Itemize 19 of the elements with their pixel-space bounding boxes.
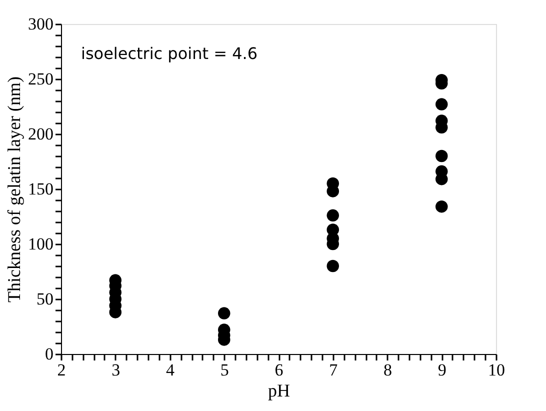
- x-tick-label: 6: [274, 360, 284, 380]
- x-tick-label: 10: [488, 360, 505, 380]
- x-axis-title: pH: [268, 380, 290, 400]
- y-tick-label: 50: [36, 290, 54, 308]
- x-tick-label: 3: [112, 360, 120, 380]
- y-tick-label: 200: [28, 124, 54, 144]
- x-tick-label: 9: [438, 360, 446, 380]
- annotation: isoelectric point = 4.6: [81, 44, 258, 63]
- x-tick-label: 8: [384, 360, 392, 380]
- y-tick-label: 300: [28, 14, 54, 34]
- x-tick-label: 2: [57, 360, 66, 380]
- y-tick-label: 0: [45, 344, 54, 364]
- y-tick-label: 150: [28, 180, 54, 198]
- y-axis-title: Thickness of gelatin layer (nm): [4, 76, 24, 302]
- y-tick-label: 100: [28, 234, 54, 254]
- y-tick-label: 250: [28, 70, 54, 88]
- x-tick-label: 7: [329, 360, 338, 380]
- x-tick-label: 5: [220, 360, 229, 380]
- x-tick-label: 4: [166, 360, 175, 380]
